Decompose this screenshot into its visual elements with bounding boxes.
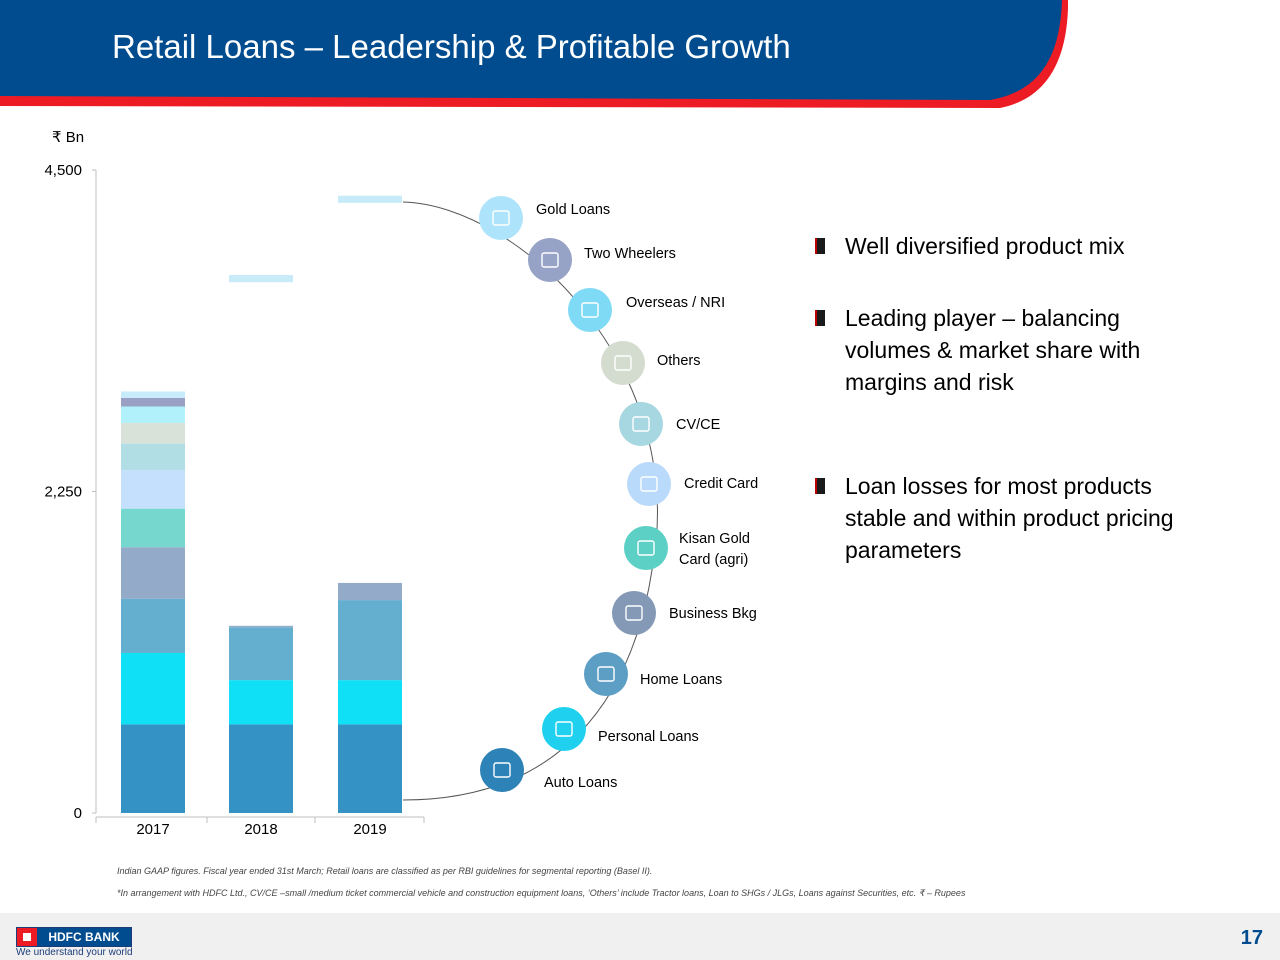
legend-item: Auto Loans: [480, 748, 617, 792]
hand-cash-icon-glyph: [555, 721, 573, 737]
legend-items: Gold Loans Two Wheelers Overseas / NRI Othe…: [479, 196, 758, 792]
bar-segment: [121, 397, 185, 407]
bar-segment: [121, 724, 185, 813]
legend-label: Others: [657, 353, 701, 369]
bar-segment: [121, 508, 185, 548]
legend-label: Auto Loans: [544, 775, 617, 791]
bar-segment: [338, 680, 402, 725]
id-card-icon-glyph: [637, 540, 655, 556]
chart-axes: 0 2,250 4,500 2017 2018 2019: [44, 162, 425, 838]
id-card-icon: [624, 526, 668, 570]
airplane-icon: [568, 288, 612, 332]
bullet-marker: [815, 310, 825, 326]
retail-loans-chart: 0 2,250 4,500 2017 2018 2019 Gold Loans Two Wh…: [44, 162, 758, 838]
document-icon: [601, 341, 645, 385]
page-title: Retail Loans – Leadership & Profitable G…: [112, 28, 791, 65]
legend-item: Two Wheelers: [528, 238, 676, 282]
legend-arc-line: [402, 201, 658, 801]
bar-segment: [121, 598, 185, 653]
bar-segment-floating: [229, 275, 293, 283]
legend-item: Business Bkg: [612, 591, 757, 635]
y-tick-label: 4,500: [44, 162, 82, 179]
header-banner: [0, 0, 1068, 108]
bar-segment: [121, 652, 185, 725]
car-icon-glyph: [493, 762, 511, 778]
bullet-marker: [815, 238, 825, 254]
unit-label: ₹ Bn: [52, 129, 85, 146]
car-icon: [480, 748, 524, 792]
y-tick-label: 2,250: [44, 484, 82, 501]
hdfc-logo-mark: [17, 928, 37, 946]
footer: HDFC BANK We understand your world 17: [0, 913, 1280, 960]
brand-name: HDFC BANK: [37, 928, 131, 946]
legend-label: Credit Card: [684, 476, 758, 492]
legend-label: Overseas / NRI: [626, 295, 725, 311]
bar-segment: [338, 582, 402, 601]
bar-segment: [338, 600, 402, 681]
bar-segment: [229, 627, 293, 681]
bar-segment: [229, 680, 293, 725]
briefcase-icon-glyph: [625, 605, 643, 621]
house-icon-glyph: [597, 666, 615, 682]
bar-segment: [229, 724, 293, 813]
bar-segment: [338, 724, 402, 813]
airplane-icon-glyph: [581, 302, 599, 318]
legend-label: Business Bkg: [669, 606, 757, 622]
bullet-text: Leading player – balancing volumes & mar…: [845, 305, 1141, 395]
bullet-text: Well diversified product mix: [845, 233, 1125, 259]
truck-icon: [619, 402, 663, 446]
x-tick-label: 2017: [136, 821, 169, 838]
hdfc-logo: HDFC BANK: [16, 927, 132, 947]
bar-segment: [121, 406, 185, 423]
legend-item: Personal Loans: [542, 707, 699, 751]
x-tick-label: 2018: [244, 821, 277, 838]
legend-label: Kisan Gold Card (agri): [679, 531, 750, 568]
legend-item: Kisan Gold Card (agri): [624, 526, 750, 570]
page-number: 17: [1240, 927, 1263, 949]
x-tick-label: 2019: [353, 821, 386, 838]
legend-label-line: Kisan Gold: [679, 531, 750, 547]
legend-item: CV/CE: [619, 402, 721, 446]
bar-segment: [121, 391, 185, 398]
gold-bars-icon-glyph: [492, 210, 510, 226]
gold-bars-icon: [479, 196, 523, 240]
legend-label: CV/CE: [676, 417, 721, 433]
scooter-icon: [528, 238, 572, 282]
legend-item: Credit Card: [627, 462, 758, 506]
credit-card-icon: [627, 462, 671, 506]
legend-label: Personal Loans: [598, 729, 699, 745]
bar-segment: [121, 443, 185, 471]
bar-segment: [121, 547, 185, 599]
scooter-icon-glyph: [541, 252, 559, 268]
legend-item: Others: [601, 341, 701, 385]
truck-icon-glyph: [632, 416, 650, 432]
briefcase-icon: [612, 591, 656, 635]
legend-label-line: Card (agri): [679, 552, 748, 568]
footnote-arrangement: *In arrangement with HDFC Ltd., CV/CE –s…: [117, 888, 966, 898]
bullet-text: Loan losses for most products stable and…: [845, 473, 1174, 563]
bar-segment: [121, 470, 185, 509]
legend-label: Gold Loans: [536, 202, 610, 218]
bar-segment: [229, 625, 293, 628]
legend-item: Overseas / NRI: [568, 288, 725, 332]
credit-card-icon-glyph: [640, 476, 658, 492]
legend-arc: [402, 201, 658, 801]
document-icon-glyph: [614, 355, 632, 371]
hand-cash-icon: [542, 707, 586, 751]
y-tick-label: 0: [74, 805, 82, 822]
house-icon: [584, 652, 628, 696]
legend-item: Home Loans: [584, 652, 722, 696]
legend-label: Two Wheelers: [584, 246, 676, 262]
legend-item: Gold Loans: [479, 196, 610, 240]
legend-label: Home Loans: [640, 672, 722, 688]
chart-bars: [121, 195, 402, 813]
bar-segment: [121, 422, 185, 444]
footnote-gaap: Indian GAAP figures. Fiscal year ended 3…: [117, 866, 653, 876]
brand-tagline: We understand your world: [16, 947, 133, 958]
bar-segment-floating: [338, 195, 402, 203]
bullet-marker: [815, 478, 825, 494]
